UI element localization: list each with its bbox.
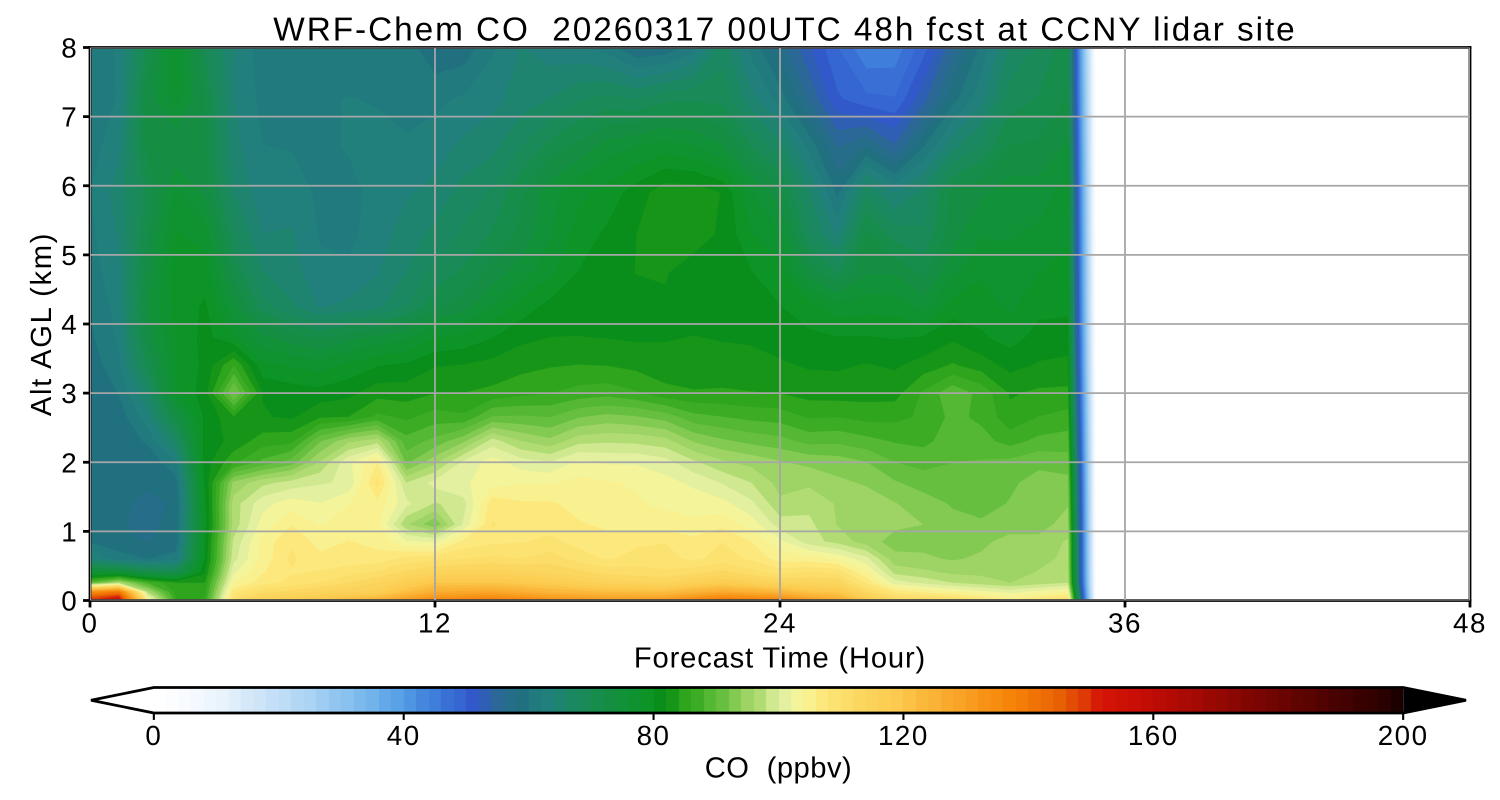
svg-text:0: 0 (61, 587, 78, 618)
svg-text:3: 3 (61, 380, 78, 411)
svg-text:CO (ppbv): CO (ppbv) (705, 752, 853, 784)
svg-text:48: 48 (1453, 609, 1487, 640)
svg-text:120: 120 (878, 721, 929, 752)
svg-text:1: 1 (61, 518, 78, 549)
svg-text:5: 5 (61, 241, 78, 272)
svg-text:0: 0 (82, 609, 99, 640)
svg-text:80: 80 (637, 721, 671, 752)
svg-text:7: 7 (61, 103, 78, 134)
svg-text:8: 8 (61, 34, 78, 65)
svg-text:Forecast Time (Hour): Forecast Time (Hour) (634, 643, 926, 675)
svg-text:2: 2 (61, 449, 78, 480)
svg-text:160: 160 (1128, 721, 1179, 752)
svg-text:6: 6 (61, 172, 78, 203)
svg-text:36: 36 (1108, 609, 1142, 640)
svg-text:0: 0 (145, 721, 162, 752)
svg-text:24: 24 (763, 609, 797, 640)
svg-text:Alt AGL (km): Alt AGL (km) (26, 232, 58, 416)
svg-text:4: 4 (61, 310, 78, 341)
svg-text:WRF-Chem CO 20260317 00UTC 48: WRF-Chem CO 20260317 00UTC 48h fcst at C… (273, 11, 1296, 49)
svg-text:12: 12 (418, 609, 452, 640)
svg-text:200: 200 (1378, 721, 1429, 752)
svg-text:40: 40 (387, 721, 421, 752)
